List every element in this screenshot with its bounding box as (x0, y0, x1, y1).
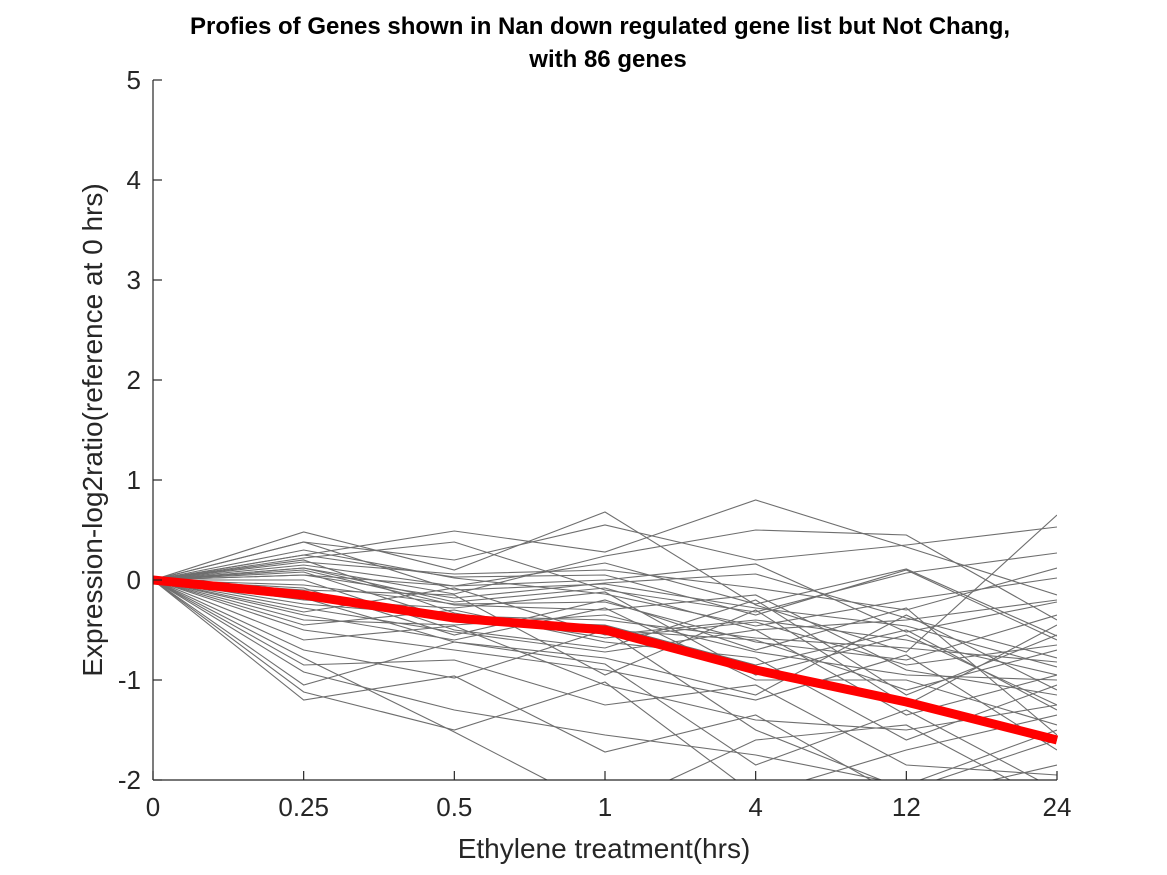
gene-line (153, 562, 1057, 637)
gene-line (153, 579, 1040, 780)
gene-line (153, 579, 1057, 663)
gene-line (153, 579, 1057, 706)
gene-line (153, 579, 1057, 736)
y-tick-label: 1 (127, 465, 141, 495)
gene-line (153, 579, 1057, 661)
chart-subtitle: with 86 genes (528, 46, 686, 73)
chart-title: Profies of Genes shown in Nan down regul… (190, 13, 1010, 40)
gene-line (153, 579, 1057, 751)
gene-line (153, 541, 1057, 613)
gene-line (153, 559, 1057, 666)
gene-line (153, 579, 1012, 780)
mean-series-group (152, 575, 1059, 745)
x-tick-label: 0 (146, 792, 160, 822)
gene-line (153, 579, 1057, 776)
gene-line (153, 579, 1057, 696)
x-tick-label: 12 (892, 792, 921, 822)
y-tick-label: 4 (127, 165, 141, 195)
gene-line (153, 541, 1057, 668)
gene-line (153, 573, 1057, 659)
x-tick-label: 24 (1043, 792, 1072, 822)
x-tick-label: 0.25 (278, 792, 329, 822)
gene-series-group (153, 499, 1057, 780)
gene-line (153, 579, 1057, 676)
x-axis-label: Ethylene treatment(hrs) (458, 833, 751, 864)
gene-line (153, 549, 1057, 627)
x-tick-label: 1 (598, 792, 612, 822)
gene-line (153, 579, 1057, 780)
gene-line (153, 499, 1057, 596)
y-tick-label: 5 (127, 65, 141, 95)
y-ticks-group: -2 -1 0 1 2 3 4 5 (118, 65, 162, 795)
gene-line (153, 571, 1057, 711)
gene-line (153, 511, 1057, 653)
gene-line (153, 579, 1057, 726)
gene-line (153, 579, 1057, 780)
y-tick-label: 2 (127, 365, 141, 395)
gene-line (153, 579, 1057, 731)
y-tick-label: 0 (127, 565, 141, 595)
gene-line (153, 579, 1057, 716)
gene-line (153, 554, 1057, 641)
gene-line (153, 569, 1057, 696)
x-tick-label: 4 (748, 792, 762, 822)
gene-line (153, 561, 1057, 611)
gene-line (153, 567, 1057, 631)
y-tick-label: -2 (118, 765, 141, 795)
gene-line (153, 579, 1057, 681)
y-tick-label: -1 (118, 665, 141, 695)
gene-line (153, 579, 1057, 780)
y-tick-label: 3 (127, 265, 141, 295)
x-tick-label: 0.5 (436, 792, 472, 822)
x-ticks-group: 0 0.25 0.5 1 4 12 24 (146, 771, 1072, 822)
mean-line (152, 575, 1059, 745)
gene-line (153, 579, 1057, 741)
y-axis-label: Expression-log2ratio(reference at 0 hrs) (77, 183, 108, 676)
